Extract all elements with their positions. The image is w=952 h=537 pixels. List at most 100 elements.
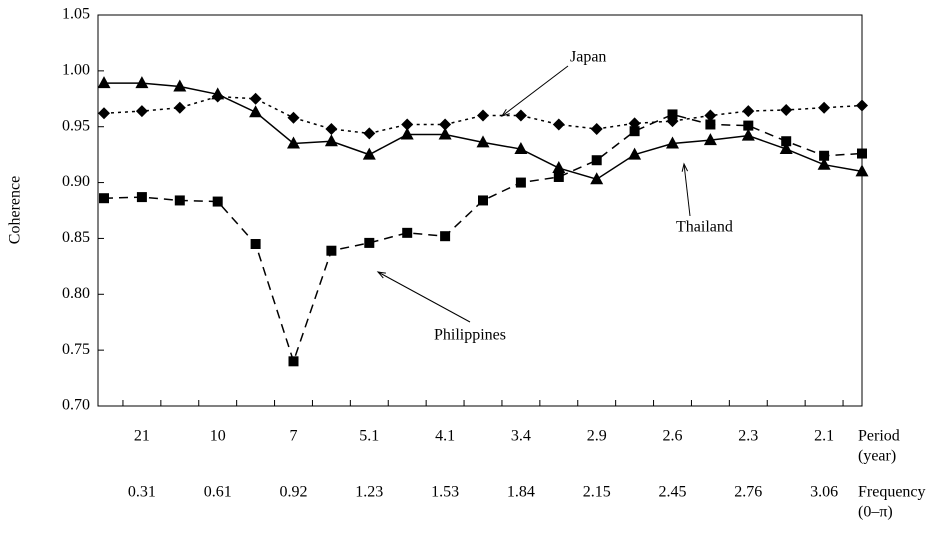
data-point (363, 127, 376, 140)
data-point (590, 172, 604, 185)
data-point (325, 122, 338, 135)
data-point (99, 193, 109, 204)
data-point (780, 103, 793, 116)
data-point (514, 142, 528, 155)
data-point (439, 118, 452, 131)
data-point (135, 105, 148, 118)
data-point (855, 164, 869, 177)
data-point (288, 356, 299, 367)
frequency-label: 0.92 (280, 484, 308, 501)
data-point (705, 119, 716, 130)
frequency-label: 2.76 (734, 484, 762, 501)
annotation-arrowhead (500, 109, 510, 117)
data-point (817, 157, 831, 170)
data-point (402, 227, 413, 238)
data-point (173, 79, 187, 92)
data-point (819, 150, 830, 161)
data-point (287, 136, 300, 149)
x-tick-label: 5.1 (359, 428, 379, 445)
y-tick-label: 0.90 (62, 173, 90, 190)
data-point (741, 128, 755, 141)
data-point (97, 76, 111, 89)
data-point (476, 135, 490, 148)
data-point (553, 171, 564, 182)
series-label: Japan (570, 49, 606, 66)
data-point (781, 136, 792, 147)
data-point (250, 239, 261, 250)
x-tick-label: 2.6 (663, 428, 683, 445)
data-point (552, 161, 566, 174)
series-line (103, 113, 863, 364)
annotation-arrow (683, 163, 691, 217)
frequency-label: 2.15 (583, 484, 611, 501)
data-point (136, 192, 147, 203)
data-point (249, 105, 263, 118)
y-axis-title: Coherence (7, 176, 24, 244)
frequency-label: 3.06 (810, 484, 838, 501)
data-point (703, 133, 717, 146)
series-label: Philippines (434, 327, 506, 344)
data-point (552, 118, 565, 131)
x-tick-label: 2.9 (587, 428, 607, 445)
data-point (174, 195, 185, 206)
x-tick-label: 2.1 (814, 428, 834, 445)
data-point (212, 196, 223, 207)
y-tick-label: 0.70 (62, 397, 90, 414)
data-point (515, 177, 526, 188)
data-point (628, 147, 642, 160)
data-point (704, 109, 717, 122)
data-point (478, 195, 488, 206)
annotation-arrow (501, 65, 569, 117)
frequency-label: 0.61 (204, 484, 232, 501)
data-point (666, 136, 679, 149)
data-point (591, 155, 602, 166)
x-tick-label: 10 (210, 428, 226, 445)
y-tick-label: 1.00 (62, 62, 90, 79)
frequency-row-label: Frequency (858, 484, 926, 501)
data-point (629, 126, 640, 137)
data-point (98, 107, 110, 120)
data-point (362, 147, 376, 160)
data-point (743, 120, 754, 131)
annotation-arrow (377, 271, 471, 323)
data-point (440, 231, 451, 242)
data-point (856, 99, 868, 112)
data-point (818, 101, 831, 114)
data-point (401, 118, 414, 131)
data-point (477, 109, 489, 122)
series-line (103, 95, 863, 135)
y-tick-label: 0.75 (62, 341, 90, 358)
data-point (514, 109, 527, 122)
y-tick-label: 0.80 (62, 285, 90, 302)
data-point (779, 142, 793, 155)
data-point (364, 237, 375, 248)
annotation-arrowhead (376, 271, 386, 279)
data-point (173, 101, 186, 114)
frequency-row-label: (0–π) (858, 504, 893, 521)
frequency-label: 0.31 (128, 484, 156, 501)
y-tick-label: 1.05 (62, 6, 90, 23)
data-point (324, 134, 338, 147)
frequency-label: 2.45 (659, 484, 687, 501)
annotation-arrowhead (681, 162, 689, 172)
frequency-label: 1.53 (431, 484, 459, 501)
period-row-label: Period (858, 428, 900, 445)
frequency-label: 1.23 (355, 484, 383, 501)
data-point (287, 111, 300, 124)
y-tick-label: 0.95 (62, 117, 90, 134)
frequency-label: 1.84 (507, 484, 535, 501)
x-tick-label: 4.1 (435, 428, 455, 445)
x-tick-label: 7 (290, 428, 298, 445)
data-point (857, 148, 867, 159)
data-point (400, 127, 414, 140)
data-point (667, 109, 678, 120)
data-point (211, 87, 225, 100)
data-point (590, 122, 603, 135)
x-tick-label: 21 (134, 428, 150, 445)
y-tick-label: 0.85 (62, 229, 90, 246)
data-point (438, 127, 452, 140)
plot-frame (97, 14, 863, 407)
x-tick-label: 2.3 (738, 428, 758, 445)
series-label: Thailand (676, 219, 733, 236)
